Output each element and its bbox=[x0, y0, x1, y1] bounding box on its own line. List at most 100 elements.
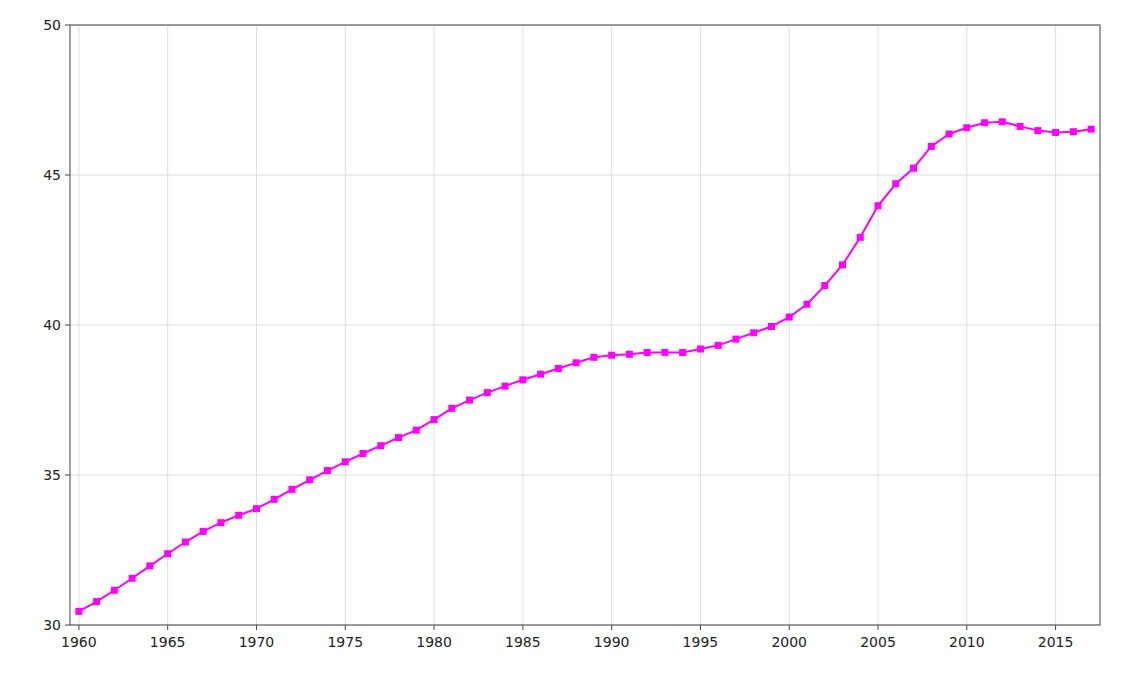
x-tick-label: 2010 bbox=[949, 634, 985, 650]
marker bbox=[502, 383, 509, 390]
marker bbox=[661, 349, 668, 356]
grid-line-y bbox=[70, 175, 1100, 176]
marker bbox=[573, 359, 580, 366]
x-tick-label: 1980 bbox=[416, 634, 452, 650]
grid-line-y bbox=[70, 475, 1100, 476]
marker bbox=[253, 505, 260, 512]
y-tick bbox=[65, 25, 70, 26]
marker bbox=[519, 376, 526, 383]
marker bbox=[786, 314, 793, 321]
marker bbox=[857, 234, 864, 241]
marker bbox=[377, 442, 384, 449]
marker bbox=[217, 519, 224, 526]
marker bbox=[484, 389, 491, 396]
marker bbox=[537, 371, 544, 378]
marker bbox=[981, 119, 988, 126]
marker bbox=[946, 130, 953, 137]
x-tick bbox=[256, 625, 257, 630]
x-tick bbox=[167, 625, 168, 630]
marker bbox=[928, 143, 935, 150]
marker bbox=[235, 512, 242, 519]
marker bbox=[910, 165, 917, 172]
marker bbox=[93, 598, 100, 605]
marker bbox=[306, 476, 313, 483]
y-tick bbox=[65, 325, 70, 326]
marker bbox=[182, 539, 189, 546]
x-tick bbox=[878, 625, 879, 630]
marker bbox=[448, 405, 455, 412]
marker bbox=[431, 416, 438, 423]
marker bbox=[803, 301, 810, 308]
x-tick bbox=[78, 625, 79, 630]
marker bbox=[466, 397, 473, 404]
marker bbox=[200, 528, 207, 535]
y-tick bbox=[65, 475, 70, 476]
marker bbox=[892, 180, 899, 187]
plot-area bbox=[75, 118, 1094, 615]
marker bbox=[715, 342, 722, 349]
x-tick-label: 2015 bbox=[1038, 634, 1074, 650]
chart: 1960 1965 1970 1975 1980 1985 1990 1995 2000 2005… bbox=[0, 0, 1125, 675]
x-tick bbox=[1055, 625, 1056, 630]
marker bbox=[1017, 123, 1024, 130]
x-tick bbox=[789, 625, 790, 630]
marker bbox=[750, 329, 757, 336]
marker bbox=[555, 365, 562, 372]
y-tick bbox=[65, 625, 70, 626]
marker bbox=[413, 427, 420, 434]
marker bbox=[360, 450, 367, 457]
marker bbox=[271, 496, 278, 503]
marker bbox=[1052, 129, 1059, 136]
marker bbox=[875, 202, 882, 209]
y-tick-label: 30 bbox=[43, 617, 61, 633]
y-tick bbox=[65, 175, 70, 176]
marker bbox=[821, 282, 828, 289]
x-tick bbox=[345, 625, 346, 630]
marker bbox=[111, 587, 118, 594]
x-tick bbox=[434, 625, 435, 630]
y-tick-label: 45 bbox=[43, 167, 61, 183]
x-tick-label: 1995 bbox=[683, 634, 719, 650]
plot-frame bbox=[70, 25, 1100, 625]
marker bbox=[644, 349, 651, 356]
x-tick-label: 1990 bbox=[594, 634, 630, 650]
marker bbox=[1070, 128, 1077, 135]
marker bbox=[75, 608, 82, 615]
marker bbox=[1034, 127, 1041, 134]
marker bbox=[697, 346, 704, 353]
marker bbox=[768, 323, 775, 330]
grid bbox=[70, 25, 1100, 625]
x-tick-label: 2005 bbox=[860, 634, 896, 650]
x-tick-label: 1970 bbox=[239, 634, 275, 650]
x-tick bbox=[700, 625, 701, 630]
grid-line-y bbox=[70, 325, 1100, 326]
chart-container: 1960 1965 1970 1975 1980 1985 1990 1995 2000 2005… bbox=[0, 0, 1125, 675]
marker bbox=[590, 354, 597, 361]
marker bbox=[146, 562, 153, 569]
marker bbox=[288, 486, 295, 493]
marker bbox=[839, 261, 846, 268]
x-tick-label: 1965 bbox=[150, 634, 186, 650]
line bbox=[79, 122, 1091, 612]
marker bbox=[999, 118, 1006, 125]
y-tick-label: 35 bbox=[43, 467, 61, 483]
axes: 1960 1965 1970 1975 1980 1985 1990 1995 2000 2005… bbox=[43, 17, 1073, 650]
x-tick bbox=[522, 625, 523, 630]
marker bbox=[679, 349, 686, 356]
marker bbox=[129, 575, 136, 582]
y-tick-label: 50 bbox=[43, 17, 61, 33]
marker bbox=[342, 458, 349, 465]
x-tick-label: 2000 bbox=[771, 634, 807, 650]
marker bbox=[324, 467, 331, 474]
marker bbox=[164, 550, 171, 557]
x-tick bbox=[611, 625, 612, 630]
x-tick-label: 1960 bbox=[61, 634, 97, 650]
marker bbox=[395, 434, 402, 441]
marker bbox=[626, 351, 633, 358]
x-tick bbox=[966, 625, 967, 630]
x-tick-label: 1975 bbox=[327, 634, 363, 650]
marker bbox=[732, 336, 739, 343]
marker bbox=[963, 124, 970, 131]
marker bbox=[1088, 126, 1095, 133]
x-tick-label: 1985 bbox=[505, 634, 541, 650]
